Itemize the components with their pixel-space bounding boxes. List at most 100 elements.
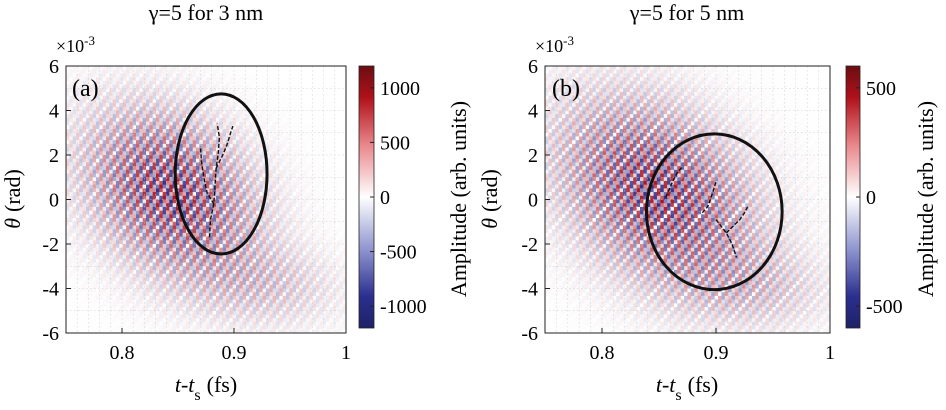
heatmap-cell	[209, 77, 214, 82]
heatmap-cell	[132, 269, 137, 275]
heatmap-cell	[216, 129, 220, 134]
heatmap-cell	[89, 147, 94, 152]
heatmap-cell	[199, 225, 204, 230]
heatmap-cell	[229, 132, 234, 138]
heatmap-cell	[279, 147, 284, 152]
heatmap-cell	[149, 288, 154, 293]
heatmap-cell	[69, 158, 74, 164]
heatmap-cell	[276, 132, 280, 138]
heatmap-cell	[202, 129, 207, 134]
heatmap-cell	[99, 77, 104, 82]
heatmap-cell	[132, 292, 137, 297]
heatmap-cell	[156, 77, 160, 82]
heatmap-cell	[69, 143, 74, 149]
heatmap-cell	[152, 273, 157, 278]
heatmap-cell	[219, 129, 224, 134]
heatmap-cell	[89, 77, 94, 82]
heatmap-cell	[139, 299, 144, 304]
heatmap-cell	[176, 206, 180, 212]
heatmap-cell	[119, 232, 124, 238]
heatmap-cell	[266, 232, 270, 238]
heatmap-cell	[132, 184, 137, 189]
heatmap-cell	[212, 66, 217, 71]
heatmap-cell	[246, 173, 250, 178]
heatmap-cell	[206, 269, 210, 275]
heatmap-cell	[142, 103, 147, 108]
heatmap-cell	[262, 180, 267, 186]
heatmap-cell	[199, 95, 204, 100]
heatmap-cell	[79, 229, 84, 234]
heatmap-cell	[156, 214, 160, 219]
heatmap-cell	[206, 295, 210, 301]
heatmap-cell	[132, 66, 137, 71]
heatmap-cell	[156, 162, 160, 167]
heatmap-cell	[209, 321, 214, 327]
heatmap-cell	[206, 162, 210, 167]
heatmap-cell	[272, 203, 277, 208]
heatmap-cell	[162, 221, 167, 227]
heatmap-cell	[142, 162, 147, 167]
heatmap-cell	[96, 221, 100, 227]
heatmap-cell	[239, 192, 244, 197]
heatmap-cell	[119, 177, 124, 182]
heatmap-cell	[66, 192, 70, 197]
heatmap-cell	[226, 80, 230, 86]
heatmap-cell	[286, 155, 290, 160]
heatmap-cell	[212, 106, 217, 112]
heatmap-cell	[126, 184, 130, 189]
heatmap-cell	[109, 136, 114, 141]
heatmap-cell	[69, 117, 74, 123]
heatmap-cell	[162, 314, 167, 319]
heatmap-cell	[86, 314, 90, 319]
heatmap-cell	[112, 232, 117, 238]
heatmap-cell	[186, 240, 190, 245]
heatmap-cell	[122, 247, 127, 253]
heatmap-cell	[96, 277, 100, 282]
heatmap-cell	[82, 80, 87, 86]
heatmap-cell	[116, 266, 120, 271]
heatmap-cell	[169, 229, 174, 234]
heatmap-cell	[276, 73, 280, 78]
heatmap-cell	[279, 91, 284, 97]
heatmap-cell	[236, 266, 240, 271]
heatmap-cell	[179, 307, 184, 312]
heatmap-cell	[246, 73, 250, 78]
heatmap-cell	[259, 121, 264, 126]
heatmap-cell	[236, 136, 240, 141]
heatmap-cell	[269, 195, 274, 201]
heatmap-cell	[272, 80, 277, 86]
heatmap-cell	[266, 299, 270, 304]
heatmap-cell	[166, 206, 170, 212]
heatmap-cell	[289, 88, 294, 93]
heatmap-cell	[286, 121, 290, 126]
heatmap-cell	[159, 258, 164, 264]
heatmap-cell	[112, 307, 117, 312]
heatmap-cell	[92, 125, 97, 130]
heatmap-cell	[222, 325, 227, 330]
heatmap-cell	[82, 210, 87, 215]
heatmap-cell	[296, 80, 300, 86]
heatmap-cell	[212, 221, 217, 227]
heatmap-cell	[72, 173, 77, 178]
heatmap-cell	[89, 180, 94, 186]
heatmap-cell	[269, 329, 274, 333]
heatmap-cell	[79, 273, 84, 278]
heatmap-cell	[236, 299, 240, 304]
heatmap-cell	[226, 203, 230, 208]
heatmap-cell	[86, 277, 90, 282]
heatmap-cell	[292, 255, 297, 260]
heatmap-cell	[86, 125, 90, 130]
heatmap-cell	[119, 140, 124, 145]
heatmap-cell	[169, 173, 174, 178]
heatmap-cell	[79, 69, 84, 75]
heatmap-cell	[109, 310, 114, 316]
heatmap-cell	[142, 210, 147, 215]
heatmap-cell	[232, 195, 237, 201]
heatmap-cell	[76, 284, 80, 290]
heatmap-cell	[162, 151, 167, 156]
heatmap-cell	[199, 307, 204, 312]
heatmap-cell	[132, 88, 137, 93]
heatmap-cell	[179, 184, 184, 189]
heatmap-cell	[209, 206, 214, 212]
heatmap-cell	[216, 69, 220, 75]
